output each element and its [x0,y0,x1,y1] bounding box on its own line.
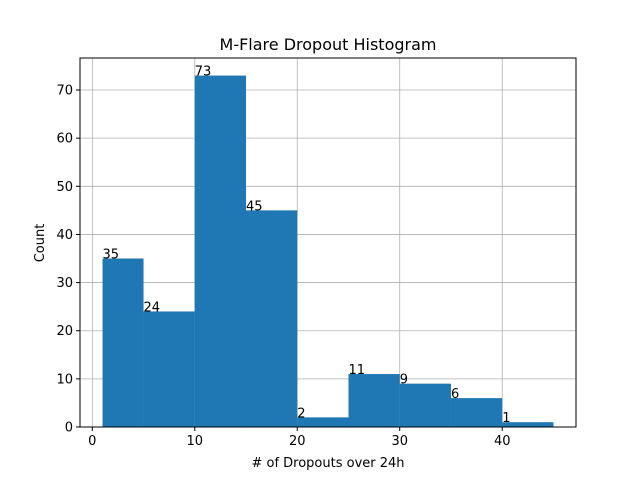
x-tick-label: 10 [187,434,204,449]
chart-title: M-Flare Dropout Histogram [220,35,437,54]
histogram-bar [297,417,349,427]
bar-count-label: 2 [297,406,305,421]
y-tick-label: 0 [65,421,73,436]
bar-count-label: 45 [246,199,263,214]
histogram-bar [194,75,247,428]
x-ticks-group: 0 10 20 30 40 [88,427,510,449]
y-axis-label: Count [33,224,48,263]
bar-count-label: 1 [502,411,510,426]
bar-count-label: 11 [348,363,365,378]
bar-count-label: 73 [195,65,212,80]
histogram-bar [399,383,451,427]
histogram-bar [143,311,195,427]
y-tick-label: 10 [56,372,73,387]
y-tick-label: 60 [56,132,73,147]
y-tick-label: 30 [56,276,73,291]
histogram-bar [102,258,144,427]
y-tick-label: 70 [56,84,73,99]
histogram-bar [450,398,503,427]
bar-count-label: 24 [144,300,161,315]
y-tick-label: 40 [56,228,73,243]
data-labels-group: 35 24 73 45 2 11 9 6 1 [103,65,511,427]
bar-count-label: 6 [451,387,459,402]
x-tick-label: 40 [494,434,511,449]
x-tick-label: 20 [289,434,306,449]
y-ticks-group: 0 10 20 30 40 50 60 70 [56,84,80,436]
bars-group [102,75,554,428]
bar-count-label: 35 [103,248,120,263]
histogram-bar [348,374,400,427]
y-tick-label: 50 [56,180,73,195]
x-axis-label: # of Dropouts over 24h [251,456,404,471]
x-tick-label: 30 [391,434,408,449]
histogram-bar [246,210,298,427]
x-tick-label: 0 [88,434,96,449]
bar-count-label: 9 [400,373,408,388]
histogram-bar [502,422,554,427]
y-tick-label: 20 [56,324,73,339]
plot-frame [79,57,577,428]
